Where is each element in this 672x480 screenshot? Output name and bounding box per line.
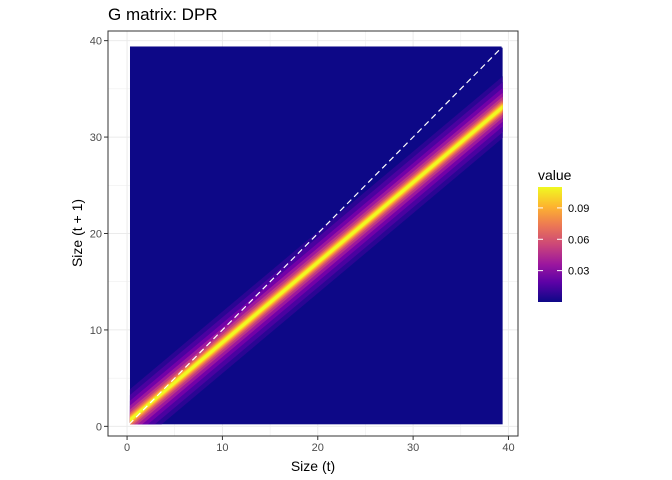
y-axis-title: Size (t + 1) — [69, 199, 85, 267]
x-tick-label: 40 — [502, 442, 514, 454]
legend-colorbar — [538, 187, 562, 302]
legend-label: 0.06 — [568, 234, 589, 246]
x-tick-label: 10 — [216, 442, 228, 454]
legend-title: value — [538, 167, 572, 183]
x-tick-label: 30 — [407, 442, 419, 454]
y-tick-label: 40 — [90, 36, 102, 48]
axes: 0 10 20 30 40 0 10 20 30 40 — [90, 36, 515, 454]
x-axis-title: Size (t) — [291, 458, 335, 474]
y-tick-label: 10 — [90, 325, 102, 337]
legend-label: 0.09 — [568, 203, 589, 215]
y-tick-label: 30 — [90, 132, 102, 144]
y-tick-label: 0 — [96, 421, 102, 433]
legend: value 0.03 0.06 0.09 — [538, 167, 589, 302]
legend-ticks: 0.03 0.06 0.09 — [538, 203, 589, 278]
plot-panel — [107, 30, 519, 437]
legend-label: 0.03 — [568, 266, 589, 278]
chart-title: G matrix: DPR — [108, 5, 218, 24]
identity-reference-line — [116, 31, 518, 436]
heatmap-tiles — [129, 46, 503, 425]
kernel-density-band — [129, 105, 503, 423]
x-tick-label: 0 — [124, 442, 130, 454]
x-tick-label: 20 — [312, 442, 324, 454]
y-tick-label: 20 — [90, 229, 102, 241]
